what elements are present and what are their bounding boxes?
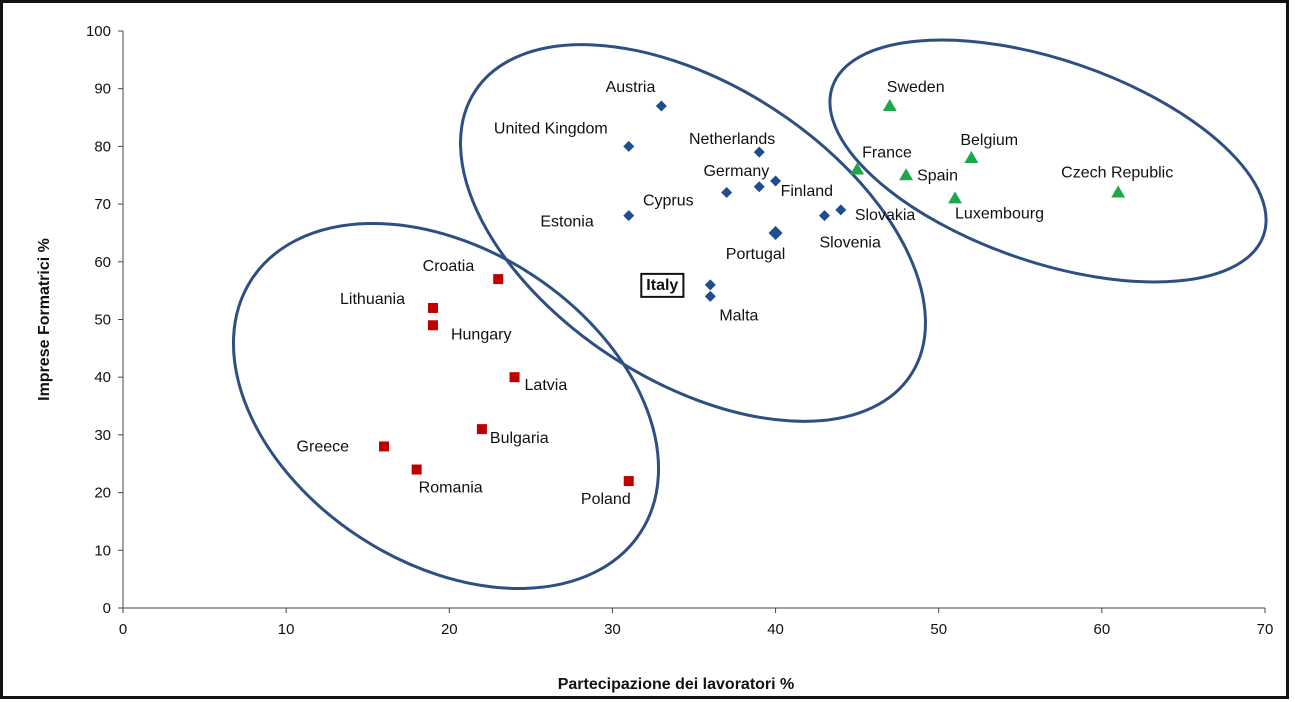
label-austria: Austria bbox=[606, 79, 656, 96]
x-tick-label: 0 bbox=[119, 621, 127, 638]
point-estonia bbox=[623, 210, 635, 222]
x-tick-label: 50 bbox=[930, 621, 947, 638]
y-tick-label: 0 bbox=[103, 600, 111, 617]
label-greece: Greece bbox=[297, 438, 350, 455]
label-italy: Italy bbox=[646, 277, 678, 294]
y-tick-label: 100 bbox=[86, 23, 111, 40]
point-lithuania bbox=[427, 302, 438, 313]
y-axis-title: Imprese Formatrici % bbox=[36, 238, 53, 401]
x-tick-label: 10 bbox=[278, 621, 295, 638]
label-france: France bbox=[862, 144, 912, 161]
label-netherlands: Netherlands bbox=[689, 131, 775, 148]
point-greece bbox=[379, 441, 390, 452]
point-netherlands bbox=[753, 146, 765, 158]
point-romania bbox=[411, 464, 422, 475]
label-croatia: Croatia bbox=[423, 258, 475, 275]
point-belgium bbox=[964, 150, 979, 163]
cluster-ellipse-red bbox=[231, 222, 661, 590]
x-tick-label: 70 bbox=[1257, 621, 1274, 638]
y-tick-label: 90 bbox=[94, 81, 111, 98]
point-italy bbox=[704, 279, 716, 291]
label-poland: Poland bbox=[581, 491, 631, 508]
point-finland bbox=[770, 175, 782, 187]
x-axis-title: Partecipazione dei lavoratori % bbox=[558, 676, 795, 693]
point-slovenia bbox=[819, 210, 831, 222]
x-tick-label: 20 bbox=[441, 621, 458, 638]
point-luxembourg bbox=[948, 191, 963, 204]
scatter-chart: 0 10 20 30 40 50 60 70 80 90 100 0 10 20 30 40 50 60 70 Par… bbox=[36, 23, 1274, 693]
point-united-kingdom bbox=[623, 140, 635, 152]
label-finland: Finland bbox=[781, 183, 833, 200]
point-bulgaria bbox=[476, 424, 487, 435]
label-estonia: Estonia bbox=[540, 214, 593, 231]
point-sweden bbox=[882, 99, 897, 112]
point-austria bbox=[655, 100, 667, 112]
label-germany: Germany bbox=[703, 163, 769, 180]
point-hungary bbox=[427, 320, 438, 331]
y-tick-label: 60 bbox=[94, 254, 111, 271]
point-poland bbox=[623, 476, 634, 487]
label-latvia: Latvia bbox=[525, 377, 568, 394]
y-tick-label: 10 bbox=[94, 542, 111, 559]
label-portugal: Portugal bbox=[726, 246, 786, 263]
label-lithuania: Lithuania bbox=[340, 291, 405, 308]
point-germany bbox=[753, 181, 765, 193]
label-sweden: Sweden bbox=[887, 79, 945, 96]
y-tick-label: 30 bbox=[94, 427, 111, 444]
label-luxembourg: Luxembourg bbox=[955, 205, 1044, 222]
point-cyprus bbox=[721, 187, 733, 199]
x-tick-label: 60 bbox=[1094, 621, 1111, 638]
y-tick-label: 70 bbox=[94, 196, 111, 213]
label-united-kingdom: United Kingdom bbox=[494, 120, 608, 137]
point-portugal bbox=[768, 225, 783, 240]
point-croatia bbox=[493, 274, 504, 285]
label-cyprus: Cyprus bbox=[643, 193, 694, 210]
point-malta bbox=[704, 290, 716, 302]
point-slovakia bbox=[835, 204, 847, 216]
label-romania: Romania bbox=[419, 480, 483, 497]
label-slovakia: Slovakia bbox=[855, 207, 916, 224]
x-tick-label: 30 bbox=[604, 621, 621, 638]
point-czech-republic bbox=[1111, 185, 1126, 198]
label-malta: Malta bbox=[719, 307, 758, 324]
label-belgium: Belgium bbox=[960, 132, 1018, 149]
point-france bbox=[850, 162, 865, 175]
cluster-ellipse-green bbox=[828, 38, 1268, 284]
x-tick-label: 40 bbox=[767, 621, 784, 638]
label-bulgaria: Bulgaria bbox=[490, 430, 549, 447]
cluster-ellipse-blue bbox=[459, 43, 927, 423]
y-tick-label: 80 bbox=[94, 138, 111, 155]
y-tick-label: 50 bbox=[94, 312, 111, 329]
point-latvia bbox=[509, 372, 520, 383]
label-hungary: Hungary bbox=[451, 326, 511, 343]
y-tick-label: 20 bbox=[94, 485, 111, 502]
label-spain: Spain bbox=[917, 167, 958, 184]
point-spain bbox=[899, 168, 914, 181]
y-tick-label: 40 bbox=[94, 369, 111, 386]
highlight-box bbox=[640, 272, 685, 298]
label-czech-republic: Czech Republic bbox=[1061, 165, 1173, 182]
label-slovenia: Slovenia bbox=[820, 235, 881, 252]
